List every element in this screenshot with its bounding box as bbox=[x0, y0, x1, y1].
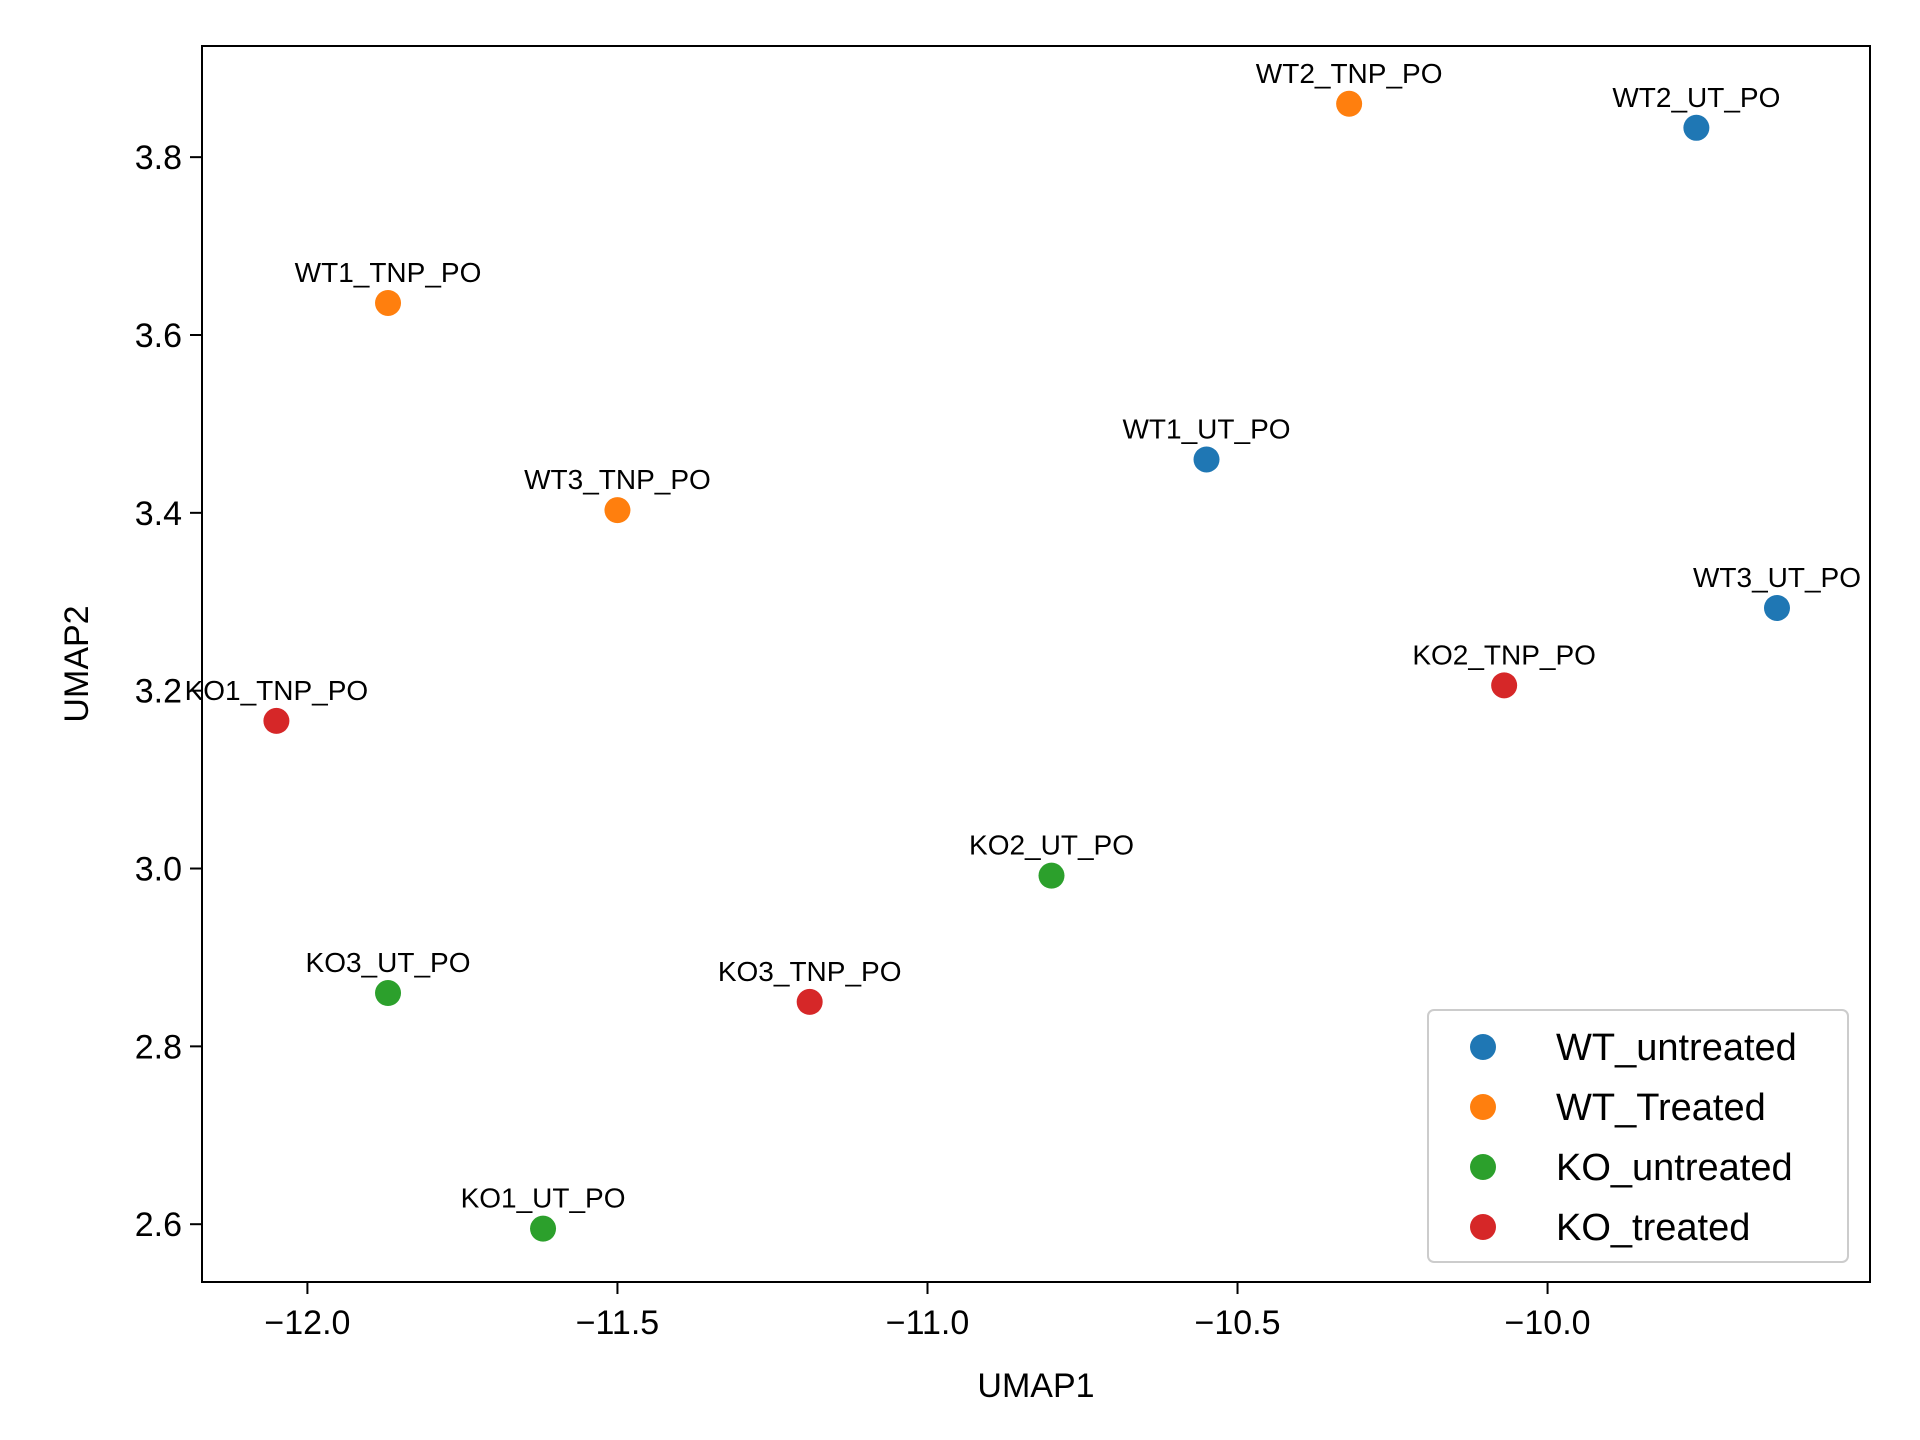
data-point-label: WT3_TNP_PO bbox=[524, 464, 711, 495]
x-tick-label: −10.5 bbox=[1195, 1304, 1281, 1342]
y-tick-label: 3.8 bbox=[135, 139, 182, 177]
data-point bbox=[604, 497, 631, 524]
y-tick-label: 3.0 bbox=[135, 851, 182, 889]
x-tick-label: −12.0 bbox=[264, 1304, 350, 1342]
data-point bbox=[263, 707, 290, 734]
legend-marker bbox=[1470, 1214, 1496, 1240]
legend-entry-label: WT_Treated bbox=[1556, 1087, 1766, 1129]
data-point bbox=[1491, 672, 1518, 699]
y-tick-label: 3.2 bbox=[135, 673, 182, 711]
data-point-label: KO1_TNP_PO bbox=[185, 675, 369, 706]
y-tick-label: 2.6 bbox=[135, 1206, 182, 1244]
data-point bbox=[375, 980, 402, 1007]
y-tick-label: 3.6 bbox=[135, 317, 182, 355]
data-point bbox=[530, 1215, 557, 1242]
legend: WT_untreated WT_Treated KO_untreated KO_tre… bbox=[1427, 1009, 1849, 1263]
y-tick-label: 3.4 bbox=[135, 495, 182, 533]
plot-frame bbox=[201, 45, 1871, 1283]
data-point-label: WT1_UT_PO bbox=[1123, 413, 1291, 444]
data-point-label: KO2_UT_PO bbox=[969, 830, 1134, 861]
x-tick-label: −10.0 bbox=[1505, 1304, 1591, 1342]
data-point-label: KO1_UT_PO bbox=[461, 1183, 626, 1214]
legend-entry-label: KO_treated bbox=[1556, 1207, 1750, 1249]
legend-marker bbox=[1470, 1034, 1496, 1060]
legend-marker bbox=[1470, 1154, 1496, 1180]
data-point bbox=[1038, 862, 1065, 889]
data-point-label: WT1_TNP_PO bbox=[295, 257, 482, 288]
x-axis-ticks: −12.0 −11.5 −11.0 −10.5 −10.0 bbox=[264, 1282, 1591, 1342]
y-tick-label: 2.8 bbox=[135, 1028, 182, 1066]
data-point-label: WT2_UT_PO bbox=[1612, 82, 1780, 113]
legend-box bbox=[1427, 1009, 1849, 1263]
data-point bbox=[796, 988, 823, 1015]
data-point-label: WT2_TNP_PO bbox=[1256, 58, 1443, 89]
data-point-label: KO3_TNP_PO bbox=[718, 956, 902, 987]
data-point bbox=[1763, 594, 1790, 621]
data-point bbox=[1683, 114, 1710, 141]
data-point-label: WT3_UT_PO bbox=[1693, 562, 1861, 593]
legend-entry-label: KO_untreated bbox=[1556, 1147, 1793, 1189]
legend-marker bbox=[1470, 1094, 1496, 1120]
x-axis-label: UMAP1 bbox=[977, 1367, 1094, 1405]
y-axis-label: UMAP2 bbox=[58, 605, 96, 722]
y-axis-ticks: 2.6 2.8 3.0 3.2 3.4 3.6 3.8 bbox=[135, 139, 202, 1244]
x-tick-label: −11.0 bbox=[886, 1304, 970, 1342]
data-point-labels: WT1_UT_PO WT2_UT_PO WT3_UT_PO WT1_TNP_PO WT2… bbox=[185, 58, 1861, 1214]
data-point-label: KO2_TNP_PO bbox=[1412, 639, 1596, 670]
data-point bbox=[1336, 90, 1363, 117]
data-point-label: KO3_UT_PO bbox=[306, 947, 471, 978]
x-tick-label: −11.5 bbox=[576, 1304, 660, 1342]
data-point bbox=[375, 289, 402, 316]
data-point bbox=[1193, 446, 1220, 473]
legend-entry-label: WT_untreated bbox=[1556, 1027, 1797, 1069]
data-points bbox=[263, 90, 1790, 1242]
